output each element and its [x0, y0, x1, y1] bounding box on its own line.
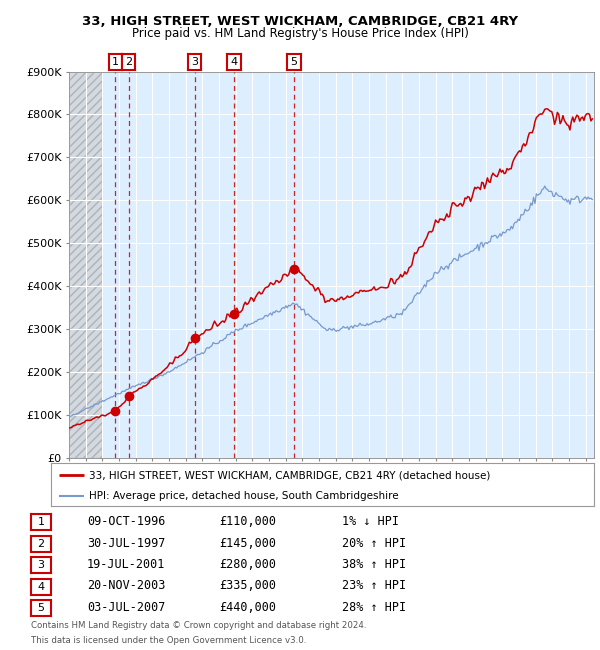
Text: 20% ↑ HPI: 20% ↑ HPI [342, 537, 406, 550]
Text: 2: 2 [125, 57, 132, 67]
Text: 4: 4 [230, 57, 238, 67]
Text: 20-NOV-2003: 20-NOV-2003 [87, 580, 166, 593]
Text: £440,000: £440,000 [219, 601, 276, 614]
Text: 03-JUL-2007: 03-JUL-2007 [87, 601, 166, 614]
Text: 3: 3 [38, 560, 44, 570]
Text: 3: 3 [191, 57, 199, 67]
Text: 1% ↓ HPI: 1% ↓ HPI [342, 515, 399, 528]
Text: 4: 4 [38, 582, 44, 592]
Text: 33, HIGH STREET, WEST WICKHAM, CAMBRIDGE, CB21 4RY (detached house): 33, HIGH STREET, WEST WICKHAM, CAMBRIDGE… [89, 471, 490, 480]
Text: HPI: Average price, detached house, South Cambridgeshire: HPI: Average price, detached house, Sout… [89, 491, 398, 501]
Text: £335,000: £335,000 [219, 580, 276, 593]
Bar [69, 72, 103, 458]
Text: 1: 1 [38, 517, 44, 527]
Text: 5: 5 [38, 603, 44, 613]
Text: 2: 2 [38, 539, 44, 549]
Text: Contains HM Land Registry data © Crown copyright and database right 2024.: Contains HM Land Registry data © Crown c… [31, 621, 367, 630]
Text: This data is licensed under the Open Government Licence v3.0.: This data is licensed under the Open Gov… [31, 636, 307, 645]
Text: 1: 1 [112, 57, 119, 67]
Text: 38% ↑ HPI: 38% ↑ HPI [342, 558, 406, 571]
Text: 09-OCT-1996: 09-OCT-1996 [87, 515, 166, 528]
Text: £110,000: £110,000 [219, 515, 276, 528]
Text: 23% ↑ HPI: 23% ↑ HPI [342, 580, 406, 593]
Text: £280,000: £280,000 [219, 558, 276, 571]
Text: 5: 5 [290, 57, 298, 67]
Text: 30-JUL-1997: 30-JUL-1997 [87, 537, 166, 550]
Text: 33, HIGH STREET, WEST WICKHAM, CAMBRIDGE, CB21 4RY: 33, HIGH STREET, WEST WICKHAM, CAMBRIDGE… [82, 15, 518, 28]
Text: £145,000: £145,000 [219, 537, 276, 550]
Text: 28% ↑ HPI: 28% ↑ HPI [342, 601, 406, 614]
Text: Price paid vs. HM Land Registry's House Price Index (HPI): Price paid vs. HM Land Registry's House … [131, 27, 469, 40]
Text: 19-JUL-2001: 19-JUL-2001 [87, 558, 166, 571]
